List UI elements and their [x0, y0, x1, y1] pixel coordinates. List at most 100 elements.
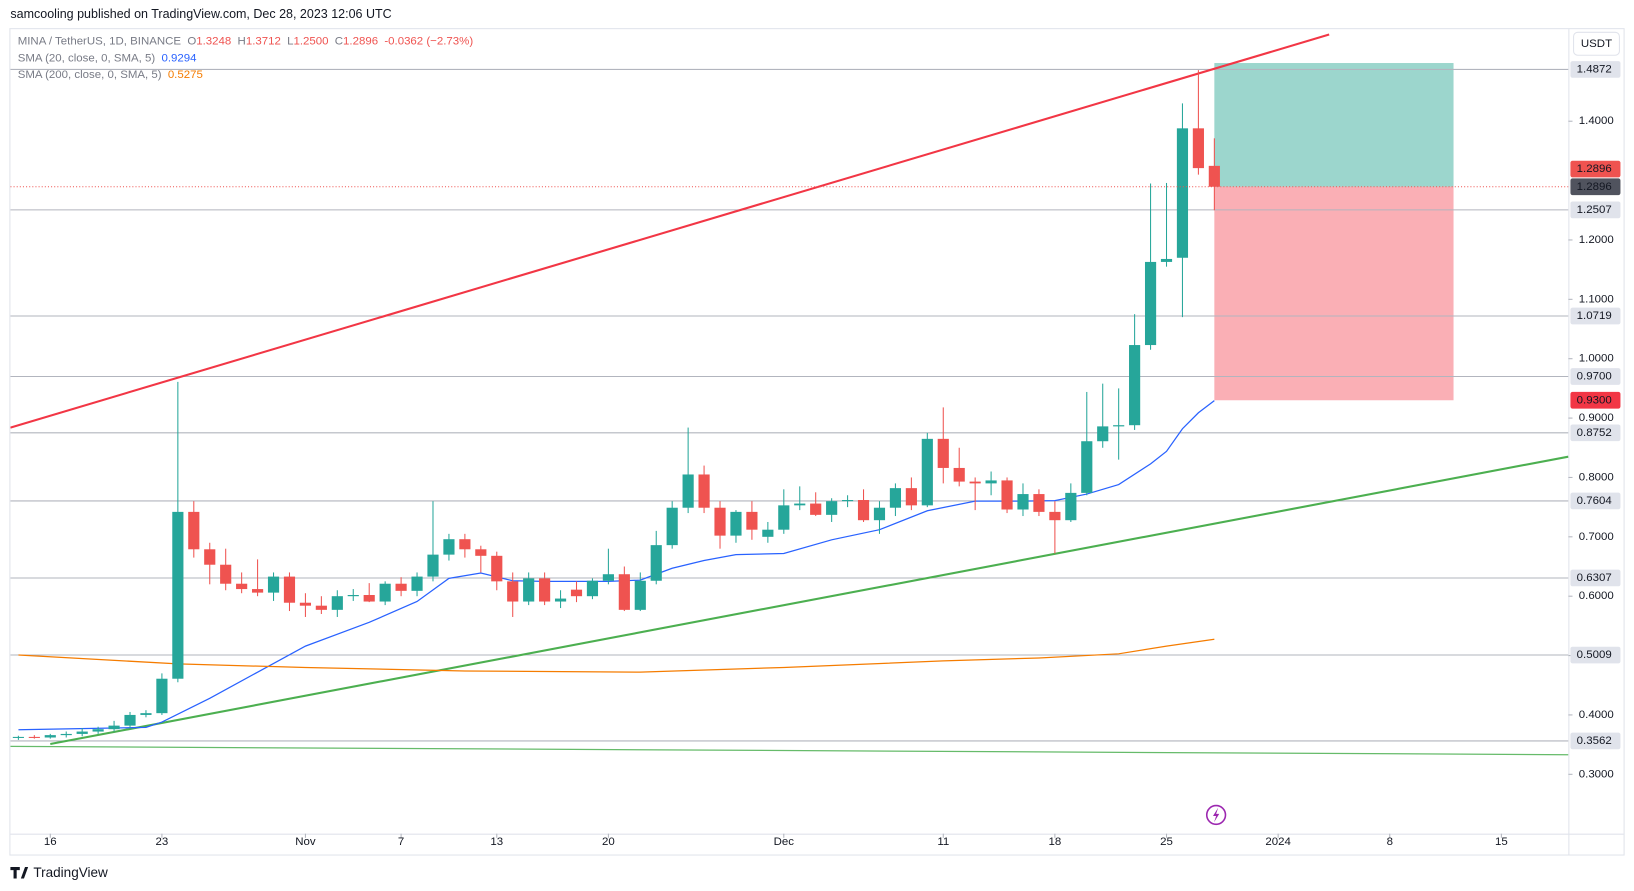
symbol: MINA / TetherUS, 1D, BINANCE	[18, 36, 182, 48]
candle-body	[634, 580, 646, 610]
level-label-box	[1570, 646, 1621, 664]
candle-body	[1208, 165, 1220, 187]
y-tick-label: 1.0000	[1579, 353, 1614, 365]
level-label-box	[1570, 307, 1621, 325]
icon-circle	[1205, 804, 1227, 826]
candle-body	[857, 500, 870, 521]
candle-body	[826, 501, 838, 515]
candle-body	[220, 564, 232, 584]
candle-body	[1081, 441, 1093, 493]
candle-body	[427, 554, 439, 577]
legend-value: 0.9294	[161, 52, 197, 64]
currency-button[interactable]	[1573, 31, 1620, 56]
x-tick-label: 15	[1495, 836, 1508, 848]
published-note: samcooling published on TradingView.com,…	[10, 7, 391, 21]
candle-body	[443, 539, 455, 555]
candle-body	[523, 578, 535, 602]
trendline	[50, 455, 1569, 746]
trendline	[10, 745, 1569, 756]
sma-line	[18, 638, 1215, 673]
level-label: 1.0719	[1577, 310, 1612, 322]
level-label: 0.8752	[1577, 427, 1612, 439]
level-label-box	[1570, 424, 1621, 442]
ohlc-value: 1.3248	[196, 36, 231, 48]
x-tick-label: 7	[398, 836, 404, 848]
trendline	[10, 33, 1330, 429]
legend-value: 0.5275	[168, 69, 203, 81]
candle-body	[937, 438, 949, 468]
candle-body	[299, 602, 312, 606]
x-tick-label: 11	[937, 836, 949, 848]
ohlc-key: L	[287, 36, 293, 48]
pane-border	[9, 28, 1625, 856]
candle-body	[746, 511, 758, 530]
x-tick-label: 8	[1387, 836, 1393, 848]
candle-body	[810, 503, 822, 515]
x-tick-label: 23	[156, 836, 169, 848]
ohlc-key: H	[238, 36, 246, 48]
x-tick-label: Dec	[774, 836, 795, 848]
candle-body	[682, 474, 694, 508]
candle-body	[1129, 345, 1141, 426]
candle-body	[315, 605, 327, 610]
candle-body	[60, 733, 72, 736]
candle-body	[28, 736, 40, 738]
ohlc-key: O	[187, 36, 196, 48]
candle-body	[379, 583, 391, 602]
candle-body	[331, 596, 343, 610]
candle-body	[602, 574, 614, 581]
candle-body	[730, 511, 742, 536]
candle-body	[108, 725, 120, 730]
entry-price-box	[1570, 178, 1621, 196]
candle-body	[283, 576, 296, 603]
change: -0.0362 (−2.73%)	[384, 36, 473, 48]
legend-sma: SMA (20, close, 0, SMA, 5) 0.9294	[18, 52, 197, 64]
level-label-box	[1570, 569, 1621, 587]
candle-body	[188, 511, 200, 550]
candle-body	[554, 598, 567, 602]
level-label: 0.6307	[1577, 572, 1612, 584]
candle-body	[714, 507, 726, 536]
candle-body	[650, 545, 662, 581]
x-tick-label: Nov	[295, 836, 316, 848]
y-tick-label: 1.4000	[1579, 115, 1614, 127]
level-label: 1.4872	[1577, 63, 1612, 75]
candle-body	[236, 583, 248, 590]
candle-body	[1065, 492, 1077, 521]
candle-body	[969, 481, 981, 484]
level-label-box	[1570, 201, 1621, 219]
x-tick-label: 20	[602, 836, 615, 848]
ohlc-key: C	[335, 36, 343, 48]
candle-body	[92, 729, 104, 732]
x-tick-label: 13	[490, 836, 503, 848]
candle-body	[539, 578, 551, 602]
level-label-box	[1570, 492, 1621, 510]
candle-body	[570, 589, 583, 597]
profit-zone	[1214, 63, 1454, 187]
candle-body	[889, 488, 902, 508]
candle-body	[1001, 480, 1013, 510]
ohlc-value: 1.2500	[293, 36, 328, 48]
candle-body	[762, 529, 774, 537]
stop-price-box	[1570, 391, 1621, 409]
candle-body	[363, 595, 375, 602]
logo-icon	[10, 867, 29, 879]
entry-price-label: 1.2896	[1577, 181, 1612, 193]
candle-body	[1113, 425, 1125, 427]
candle-body	[411, 576, 423, 591]
legend-name: SMA (20, close, 0, SMA, 5)	[18, 52, 156, 64]
level-label: 0.3562	[1577, 735, 1612, 747]
logo-text: TradingView	[33, 865, 108, 880]
x-tick-label: 25	[1160, 836, 1173, 848]
y-tick-label: 1.1000	[1579, 293, 1614, 305]
x-tick-label: 18	[1049, 836, 1062, 848]
candle-body	[507, 581, 519, 602]
candle-body	[1192, 128, 1204, 169]
candle-body	[1144, 261, 1157, 346]
replay-icon[interactable]	[1205, 804, 1227, 826]
candle-body	[204, 549, 216, 565]
ohlc-value: 1.2896	[343, 36, 378, 48]
